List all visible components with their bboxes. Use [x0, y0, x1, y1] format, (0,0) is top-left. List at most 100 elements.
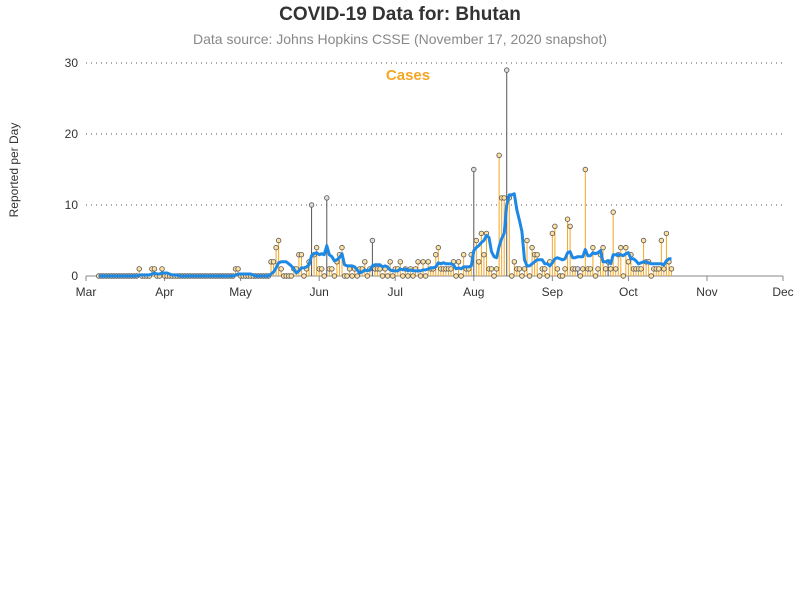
- daily-marker: [425, 259, 431, 265]
- daily-marker: [648, 273, 654, 279]
- daily-marker: [590, 244, 596, 251]
- daily-marker: [344, 273, 350, 279]
- daily-marker: [542, 266, 548, 272]
- daily-marker: [623, 244, 629, 251]
- average-line: [98, 192, 672, 278]
- daily-marker: [600, 244, 606, 251]
- y-tick-label: 30: [65, 56, 79, 70]
- daily-marker: [275, 237, 282, 244]
- daily-marker: [313, 244, 320, 251]
- daily-spikes: [138, 70, 672, 276]
- daily-marker: [278, 266, 284, 272]
- daily-marker: [638, 266, 644, 272]
- daily-marker: [448, 266, 454, 272]
- daily-marker: [580, 266, 586, 272]
- daily-marker: [661, 266, 667, 272]
- daily-marker: [607, 266, 614, 272]
- daily-marker: [433, 251, 439, 258]
- x-tick-label: Apr: [155, 285, 174, 299]
- daily-marker: [552, 223, 558, 229]
- x-tick-label: Jun: [309, 285, 328, 299]
- daily-marker: [509, 273, 515, 279]
- daily-marker: [491, 273, 497, 279]
- daily-marker: [339, 244, 345, 251]
- daily-marker: [435, 244, 442, 251]
- daily-marker: [656, 266, 662, 272]
- daily-marker: [613, 266, 619, 272]
- daily-marker: [387, 259, 393, 265]
- daily-marker: [534, 251, 540, 258]
- daily-marker: [544, 273, 550, 279]
- daily-marker: [415, 259, 421, 265]
- daily-marker: [488, 266, 495, 272]
- daily-marker: [405, 273, 411, 279]
- x-tick-label: Sep: [542, 285, 564, 299]
- daily-marker: [493, 266, 500, 272]
- daily-marker: [369, 237, 376, 244]
- daily-marker: [410, 273, 416, 279]
- daily-marker: [349, 273, 355, 279]
- daily-marker: [610, 209, 616, 215]
- y-axis-ticks: 0 10 20 30: [65, 56, 79, 283]
- daily-marker: [420, 259, 426, 265]
- daily-marker: [554, 266, 561, 272]
- daily-marker: [567, 223, 573, 229]
- daily-marker: [159, 266, 165, 272]
- daily-marker: [136, 266, 142, 272]
- daily-marker: [273, 244, 279, 251]
- daily-marker: [577, 273, 583, 279]
- daily-marker: [354, 273, 360, 279]
- daily-marker: [529, 244, 535, 251]
- daily-marker: [526, 273, 533, 279]
- daily-marker: [319, 266, 325, 272]
- daily-marker: [564, 216, 571, 222]
- y-axis-label: Reported per Day: [7, 123, 21, 218]
- daily-marker: [324, 195, 330, 201]
- daily-marker: [658, 237, 665, 244]
- daily-marker: [422, 273, 429, 279]
- daily-markers: [95, 67, 675, 279]
- daily-marker: [301, 273, 307, 279]
- daily-marker: [235, 266, 241, 272]
- y-tick-label: 0: [71, 269, 78, 283]
- x-tick-label: Aug: [463, 285, 484, 299]
- daily-marker: [663, 230, 670, 237]
- daily-marker: [549, 230, 556, 237]
- daily-marker: [640, 237, 647, 244]
- x-tick-label: May: [229, 285, 252, 299]
- daily-marker: [364, 273, 371, 279]
- y-tick-label: 10: [65, 198, 79, 212]
- x-axis: Mar Apr May Jun Jul Aug Sep Oct Nov Dec: [76, 275, 794, 299]
- daily-marker: [504, 67, 510, 73]
- daily-marker: [587, 266, 594, 272]
- x-tick-label: Jul: [388, 285, 403, 299]
- daily-marker: [618, 244, 624, 251]
- daily-marker: [270, 259, 277, 265]
- daily-marker: [516, 266, 523, 272]
- daily-marker: [471, 166, 477, 173]
- x-tick-label: Mar: [76, 285, 97, 299]
- daily-marker: [496, 152, 502, 158]
- daily-marker: [321, 273, 327, 279]
- daily-marker: [620, 273, 627, 279]
- daily-marker: [582, 166, 589, 173]
- x-tick-label: Nov: [696, 285, 717, 299]
- series-label-cases: Cases: [386, 67, 430, 84]
- daily-marker: [453, 273, 459, 279]
- daily-marker: [668, 266, 675, 272]
- daily-marker: [151, 266, 158, 272]
- daily-marker: [519, 273, 525, 279]
- daily-marker: [389, 273, 396, 279]
- daily-marker: [562, 266, 568, 272]
- chart-subtitle: Data source: Johns Hopkins CSSE (Novembe…: [193, 31, 607, 47]
- daily-marker: [592, 273, 599, 279]
- y-tick-label: 20: [65, 127, 79, 141]
- x-tick-label: Dec: [772, 285, 793, 299]
- daily-marker: [458, 273, 464, 279]
- chart-title: COVID-19 Data for: Bhutan: [279, 4, 521, 25]
- daily-marker: [595, 266, 601, 272]
- daily-marker: [524, 237, 530, 244]
- daily-marker: [379, 273, 386, 279]
- daily-marker: [575, 266, 581, 272]
